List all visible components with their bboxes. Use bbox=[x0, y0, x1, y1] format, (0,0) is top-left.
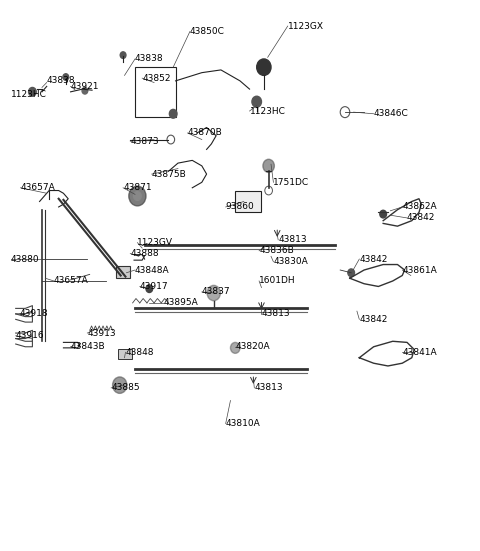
Text: 43895A: 43895A bbox=[164, 299, 198, 307]
Text: 1601DH: 1601DH bbox=[259, 277, 296, 285]
Circle shape bbox=[146, 285, 153, 293]
Circle shape bbox=[169, 110, 177, 118]
Text: 43875B: 43875B bbox=[152, 170, 186, 179]
Text: 1123GX: 1123GX bbox=[288, 21, 324, 30]
Text: 43657A: 43657A bbox=[54, 277, 89, 285]
Text: 43852: 43852 bbox=[142, 74, 171, 83]
Bar bbox=[116, 266, 130, 278]
Circle shape bbox=[380, 210, 386, 218]
Circle shape bbox=[207, 285, 220, 301]
Text: 43888: 43888 bbox=[130, 249, 159, 258]
Bar bbox=[235, 191, 262, 213]
Text: 43848A: 43848A bbox=[135, 266, 169, 274]
Text: 43830A: 43830A bbox=[274, 257, 308, 266]
Text: 43873: 43873 bbox=[130, 137, 159, 145]
Text: 43848: 43848 bbox=[125, 348, 154, 356]
Text: 43837: 43837 bbox=[202, 288, 230, 296]
Text: 43913: 43913 bbox=[87, 328, 116, 338]
Text: 43813: 43813 bbox=[254, 383, 283, 392]
Text: 43657A: 43657A bbox=[21, 183, 55, 192]
Text: 43838: 43838 bbox=[47, 77, 75, 85]
Text: 43842: 43842 bbox=[360, 315, 388, 324]
Text: 43880: 43880 bbox=[11, 255, 39, 263]
Text: 43917: 43917 bbox=[140, 282, 168, 291]
Circle shape bbox=[63, 74, 69, 80]
Bar bbox=[135, 67, 176, 116]
Circle shape bbox=[82, 88, 88, 94]
Circle shape bbox=[257, 59, 271, 75]
Text: 1751DC: 1751DC bbox=[274, 178, 310, 187]
Circle shape bbox=[263, 159, 275, 172]
Text: 1123HC: 1123HC bbox=[11, 90, 47, 99]
Circle shape bbox=[348, 269, 355, 277]
Text: 43810A: 43810A bbox=[226, 419, 261, 428]
Text: 43846C: 43846C bbox=[373, 109, 408, 118]
Text: 1123GV: 1123GV bbox=[137, 238, 173, 247]
Text: 43841A: 43841A bbox=[402, 348, 437, 356]
Text: 43813: 43813 bbox=[262, 309, 290, 318]
Text: 43862A: 43862A bbox=[402, 202, 437, 212]
Circle shape bbox=[29, 88, 36, 96]
Text: 43850C: 43850C bbox=[190, 27, 225, 36]
Circle shape bbox=[113, 377, 127, 393]
Text: 43921: 43921 bbox=[71, 82, 99, 91]
Text: 43813: 43813 bbox=[278, 235, 307, 244]
Text: 43885: 43885 bbox=[111, 383, 140, 392]
Text: 43916: 43916 bbox=[16, 331, 44, 341]
Text: 43918: 43918 bbox=[20, 309, 48, 318]
Text: 43843B: 43843B bbox=[71, 342, 105, 352]
Text: 1123HC: 1123HC bbox=[250, 106, 286, 116]
Text: 43842: 43842 bbox=[407, 213, 435, 223]
Text: 43870B: 43870B bbox=[188, 128, 222, 137]
Text: 93860: 93860 bbox=[226, 202, 254, 212]
Circle shape bbox=[252, 96, 262, 107]
Text: 43861A: 43861A bbox=[402, 266, 437, 274]
Text: 43842: 43842 bbox=[360, 255, 388, 263]
Bar bbox=[118, 349, 132, 359]
Text: 43838: 43838 bbox=[135, 55, 164, 63]
Circle shape bbox=[129, 186, 146, 206]
Circle shape bbox=[133, 192, 141, 201]
Circle shape bbox=[230, 342, 240, 353]
Text: 43871: 43871 bbox=[123, 183, 152, 192]
Circle shape bbox=[120, 52, 126, 58]
Text: 43836B: 43836B bbox=[259, 246, 294, 255]
Text: 43820A: 43820A bbox=[235, 342, 270, 352]
